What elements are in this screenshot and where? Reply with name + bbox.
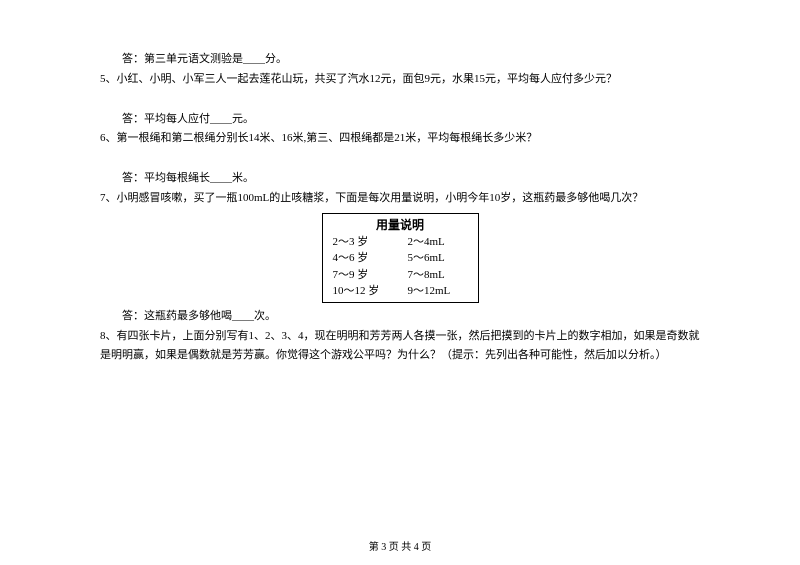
q5-answer-line: 答：平均每人应付____元。 [100, 110, 700, 130]
dosage-table: 用量说明 2～3 岁 2～4mL 4～6 岁 5～6mL 7～9 岁 7～8mL… [322, 213, 479, 303]
q7-line: 7、小明感冒咳嗽，买了一瓶100mL的止咳糖浆，下面是每次用量说明，小明今年10… [100, 189, 700, 209]
q4-answer-line: 答：第三单元语文测验是____分。 [100, 50, 700, 70]
q5-line: 5、小红、小明、小军三人一起去莲花山玩，共买了汽水12元，面包9元，水果15元，… [100, 70, 700, 90]
q7-answer-line: 答：这瓶药最多够他喝____次。 [100, 307, 700, 327]
spacer [100, 90, 700, 110]
dosage-amount: 2～4mL [408, 234, 468, 251]
q8-line1: 8、有四张卡片，上面分别写有1、2、3、4，现在明明和芳芳两人各摸一张，然后把摸… [100, 327, 700, 367]
q6-answer-line: 答：平均每根绳长____米。 [100, 169, 700, 189]
dosage-age: 2～3 岁 [333, 234, 408, 251]
dosage-amount: 5～6mL [408, 250, 468, 267]
dosage-amount: 9～12mL [408, 283, 468, 300]
dosage-table-container: 用量说明 2～3 岁 2～4mL 4～6 岁 5～6mL 7～9 岁 7～8mL… [100, 213, 700, 303]
dosage-age: 7～9 岁 [333, 267, 408, 284]
dosage-row: 2～3 岁 2～4mL [333, 234, 468, 251]
dosage-row: 4～6 岁 5～6mL [333, 250, 468, 267]
dosage-age: 4～6 岁 [333, 250, 408, 267]
q6-line: 6、第一根绳和第二根绳分别长14米、16米,第三、四根绳都是21米，平均每根绳长… [100, 129, 700, 149]
dosage-table-title: 用量说明 [333, 216, 468, 234]
dosage-amount: 7～8mL [408, 267, 468, 284]
dosage-age: 10～12 岁 [333, 283, 408, 300]
page-footer: 第 3 页 共 4 页 [0, 538, 800, 553]
dosage-row: 7～9 岁 7～8mL [333, 267, 468, 284]
dosage-row: 10～12 岁 9～12mL [333, 283, 468, 300]
spacer [100, 149, 700, 169]
document-content: 答：第三单元语文测验是____分。 5、小红、小明、小军三人一起去莲花山玩，共买… [0, 0, 800, 386]
